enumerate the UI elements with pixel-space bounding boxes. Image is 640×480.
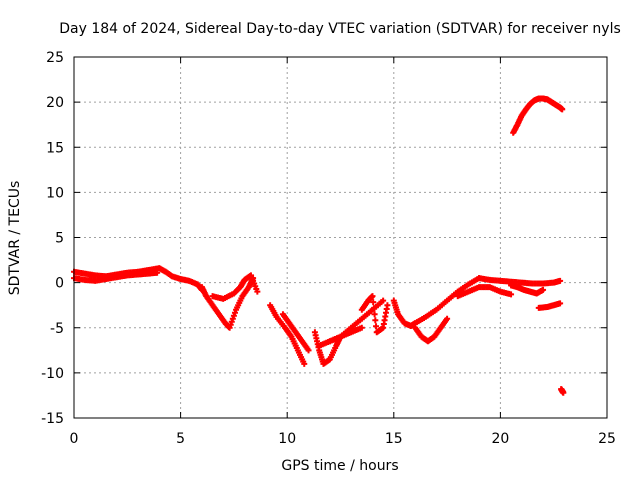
series-flat-19-22-8h xyxy=(476,275,564,287)
y-tick-label: -10 xyxy=(41,366,64,382)
data-point xyxy=(154,269,161,276)
data-point xyxy=(373,323,380,330)
data-point xyxy=(372,317,379,324)
data-point xyxy=(557,277,564,284)
series-arc-6-5-8-5h xyxy=(209,272,261,302)
x-tick-label: 10 xyxy=(278,431,296,447)
data-point xyxy=(358,324,365,331)
y-tick-label: 10 xyxy=(46,185,64,201)
grid-lines xyxy=(74,57,607,418)
series-band-18-20-5h xyxy=(454,284,515,300)
x-axis-label: GPS time / hours xyxy=(281,458,398,474)
series-cluster-13-5-14-7h xyxy=(358,293,391,336)
data-point xyxy=(370,305,377,312)
chart-title: Day 184 of 2024, Sidereal Day-to-day VTE… xyxy=(59,21,621,37)
series-trough-11-3-12-5h xyxy=(311,329,344,367)
data-point xyxy=(226,324,233,331)
data-point xyxy=(369,293,376,300)
x-axis: 0 5 10 15 20 25 xyxy=(70,57,616,447)
series-descent-9-10-8h xyxy=(267,302,308,367)
data-point xyxy=(371,311,378,318)
series-dip-6-7-5h xyxy=(198,275,257,331)
series-descent-9-8-11h xyxy=(279,311,312,354)
data-point xyxy=(370,299,377,306)
x-tick-label: 15 xyxy=(385,431,403,447)
y-tick-label: -5 xyxy=(50,321,64,337)
data-point xyxy=(228,318,235,325)
x-tick-label: 0 xyxy=(70,431,79,447)
data-point xyxy=(384,302,391,309)
y-tick-label: -15 xyxy=(41,411,64,427)
data-point xyxy=(540,286,547,293)
data-point xyxy=(230,312,237,319)
series-arc-16-17-5h xyxy=(412,315,451,345)
data-point xyxy=(557,300,564,307)
series-right-21-8-22-8h xyxy=(535,300,564,311)
data-point xyxy=(380,297,387,304)
series-rise-12-14-5h xyxy=(326,297,387,345)
data-point xyxy=(508,291,515,298)
y-tick-label: 20 xyxy=(46,95,64,111)
data-point xyxy=(231,309,238,316)
y-axis: -15 -10 -5 0 5 10 15 20 25 xyxy=(41,50,607,427)
data-point xyxy=(305,347,312,354)
y-tick-label: 0 xyxy=(55,276,64,292)
data-point xyxy=(560,389,567,396)
series-isolated-22-9h xyxy=(558,386,567,396)
series-rise-16-19h xyxy=(412,275,483,327)
data-point xyxy=(254,288,261,295)
series-cluster-15-16h xyxy=(390,297,419,329)
data-point xyxy=(444,315,451,322)
data-points xyxy=(71,95,567,396)
data-point xyxy=(301,360,308,367)
series-dip-20-5-22h xyxy=(508,282,547,297)
data-point xyxy=(227,321,234,328)
y-tick-label: 25 xyxy=(46,50,64,66)
data-point xyxy=(559,106,566,113)
y-tick-label: 5 xyxy=(55,231,64,247)
x-tick-label: 20 xyxy=(491,431,509,447)
data-point xyxy=(229,315,236,322)
series-arc-20-6-22-9h xyxy=(510,95,566,136)
y-axis-label: SDTVAR / TECUs xyxy=(7,181,23,296)
y-tick-label: 15 xyxy=(46,140,64,156)
x-tick-label: 5 xyxy=(176,431,185,447)
x-tick-label: 25 xyxy=(598,431,616,447)
